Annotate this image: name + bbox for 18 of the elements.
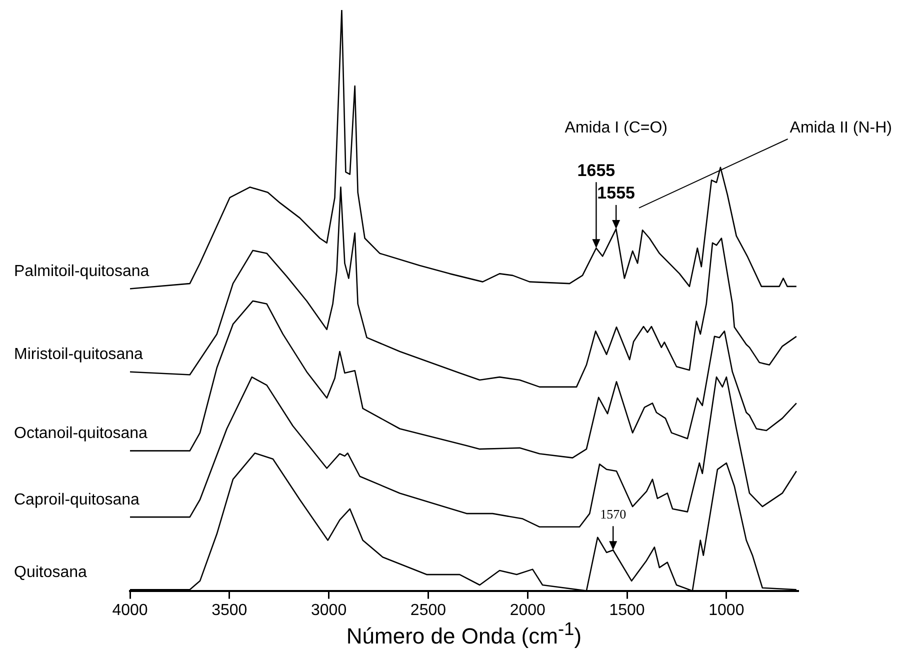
series-label: Caproil-quitosana xyxy=(14,491,140,508)
x-axis-title: Número de Onda (cm$^{-1}$) xyxy=(345,618,583,650)
annotation: 1555 xyxy=(597,184,636,203)
text: Quitosana xyxy=(14,564,88,582)
x-tick-label: 3000 xyxy=(311,602,347,619)
x-tick-label: 1500 xyxy=(609,602,645,619)
x-tick-label: 4000 xyxy=(112,602,148,619)
annotation: Amida II (N-H) xyxy=(790,119,892,136)
x-tick-label: 1000 xyxy=(708,602,744,619)
annotation: 1570 xyxy=(600,506,626,522)
annotation: 1655 xyxy=(577,160,616,180)
annotation: Amida I (C=O) xyxy=(564,119,668,136)
x-tick-label: 2000 xyxy=(510,602,546,619)
series-label: Octanoil-quitosana xyxy=(14,425,148,442)
x-tick-label: 3500 xyxy=(212,602,248,619)
series-label: Miristoil-quitosana xyxy=(14,346,144,364)
series-label: Palmitoil-quitosana xyxy=(14,263,150,280)
x-tick-label: 2500 xyxy=(410,602,446,619)
